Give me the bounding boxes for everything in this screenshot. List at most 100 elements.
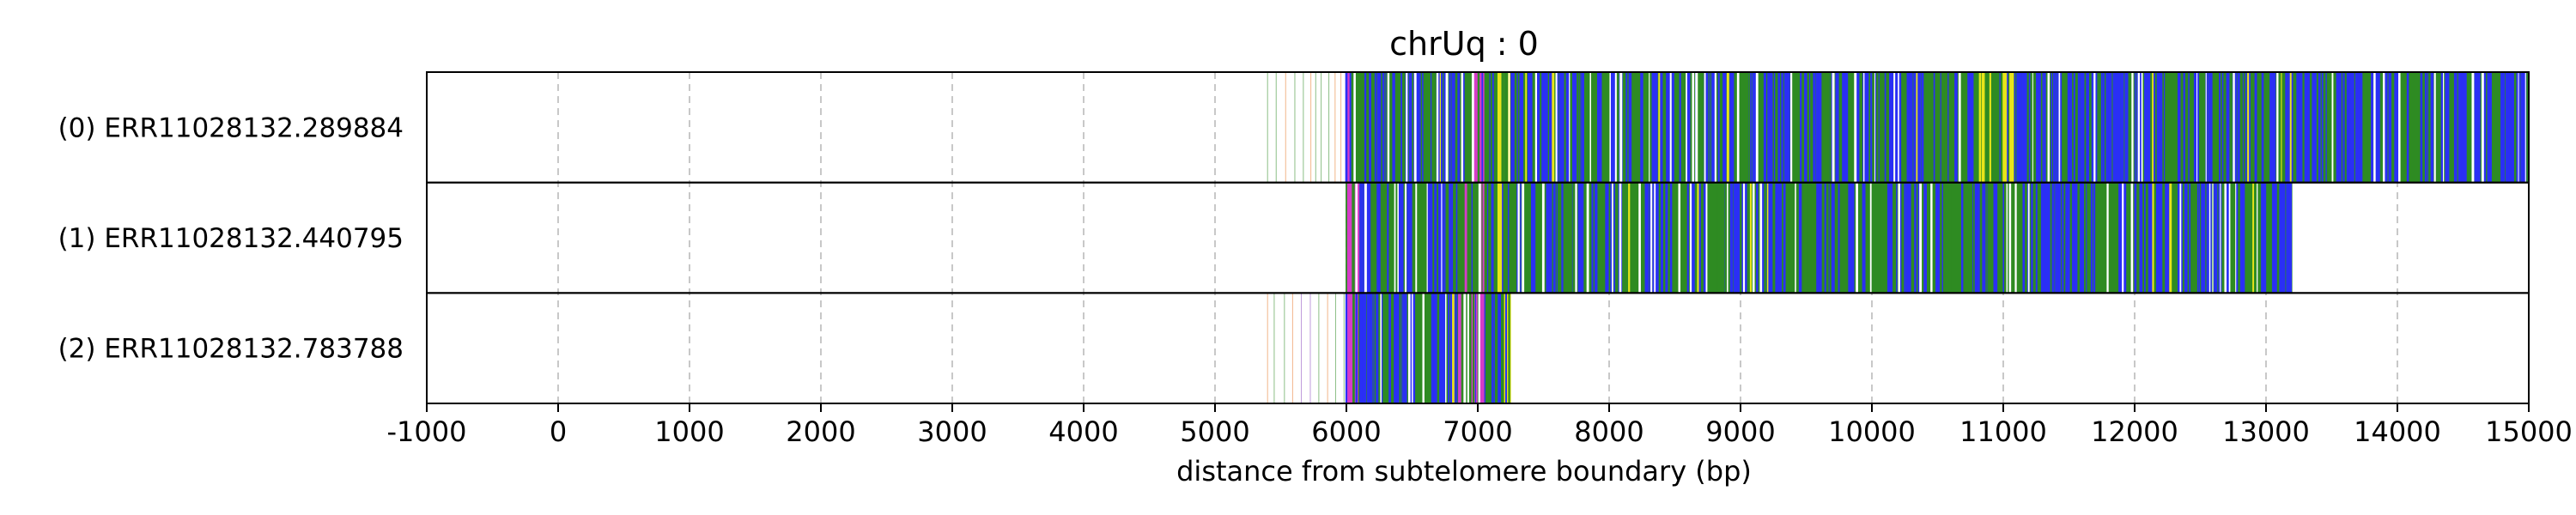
x-tick-label: 6000 [1311,415,1381,448]
segment-mark [1935,182,1941,294]
segment-mark [1406,182,1413,294]
segment-mark [2144,72,2151,183]
segment-mark [2346,72,2348,183]
segment-mark [2077,72,2081,183]
segment-mark [1856,72,1860,183]
plot-frame [426,71,2530,405]
segment-mark [1913,72,1917,183]
x-tick-label: 14000 [2354,415,2441,448]
segment-mark [1729,72,1735,183]
segment-mark [1783,72,1790,183]
segment-mark [2205,72,2208,183]
segment-mark [1625,72,1632,183]
segment-mark [1462,72,1465,183]
row-labels: (0) ERR11028132.289884 (1) ERR11028132.44… [58,112,404,364]
segment-mark [1497,72,1504,183]
segment-mark [1374,72,1376,183]
segment-mark [1717,72,1720,183]
chart-title: chrUq : 0 [1389,25,1539,63]
segment-mark [1549,72,1554,183]
segment-mark [1510,293,1511,403]
segment-mark [1449,72,1451,183]
segment-mark [1369,72,1374,183]
segment-mark [1697,182,1701,294]
segment-mark [1449,182,1451,294]
segment-mark [2406,72,2411,183]
segment-mark [2482,72,2487,183]
segment-mark [2394,72,2399,183]
segment-mark [2051,182,2055,294]
segment-mark [1917,182,1921,294]
segment-mark [1665,182,1668,294]
segment-mark [2118,182,2125,294]
segment-mark [1651,72,1658,183]
segment-mark [2214,182,2218,294]
segment-mark [1824,182,1826,294]
segment-mark [1510,72,1515,183]
segment-mark [2226,72,2230,183]
segment-mark [1939,72,1941,183]
segment-mark [2165,182,2171,294]
segment-mark [2189,182,2191,294]
segment-mark [2520,72,2527,183]
segment-mark [1498,293,1501,403]
segment-mark [2198,182,2201,294]
segment-mark [1373,293,1375,403]
segment-mark [1659,72,1663,183]
segment-mark [1402,293,1405,403]
segment-mark [2388,72,2393,183]
segment-mark [1798,182,1802,294]
segment-mark [1905,182,1911,294]
segment-mark [1982,182,1988,294]
segment-mark [1862,182,1866,294]
segment-mark [1552,182,1556,294]
segment-mark [1752,72,1758,183]
segment-mark [1775,182,1779,294]
read-track-0 [1267,72,2529,183]
segment-mark [2461,72,2467,183]
segment-mark [1686,72,1690,183]
segment-mark [2427,72,2428,183]
x-tick-label: 11000 [1959,415,2047,448]
segment-mark [1778,182,1783,294]
x-tick-label: 2000 [786,415,855,448]
x-tick-label: 7000 [1443,415,1512,448]
segment-mark [1491,293,1494,403]
x-axis-title: distance from subtelomere boundary (bp) [1176,455,1752,488]
segment-mark [2148,182,2154,294]
segment-mark [2002,72,2008,183]
segment-mark [1444,182,1446,294]
segment-mark [1572,72,1577,183]
segment-mark [2500,72,2506,183]
x-tick-label: -1000 [387,415,467,448]
read-marks [1267,72,2529,403]
segment-mark [1906,72,1913,183]
x-axis: -1000 0 1000 2000 3000 4000 5000 6000 7000 8000 90… [387,403,2573,448]
segment-mark [2090,182,2093,294]
segment-mark [1921,72,1924,183]
segment-mark [1559,72,1564,183]
x-tick-label: 0 [550,415,567,448]
segment-mark [1464,182,1467,294]
x-tick-label: 15000 [2485,415,2573,448]
segment-mark [1816,72,1822,183]
segment-mark [1376,293,1379,403]
segment-mark [1382,72,1387,183]
segment-mark [1377,72,1382,183]
segment-mark [2237,72,2240,183]
segment-mark [1408,72,1413,183]
segment-mark [1388,293,1392,403]
segment-mark [2156,72,2162,183]
segment-mark [1828,182,1835,294]
segment-mark [2286,182,2293,294]
segment-mark [1516,72,1519,183]
segment-mark [1874,72,1877,183]
segment-mark [1471,293,1473,403]
segment-mark [1392,72,1395,183]
segment-mark [1595,182,1598,294]
segment-mark [2430,72,2434,183]
segment-mark [1773,72,1777,183]
segment-mark [1394,293,1400,403]
segment-mark [2208,72,2212,183]
segment-mark [2177,72,2181,183]
